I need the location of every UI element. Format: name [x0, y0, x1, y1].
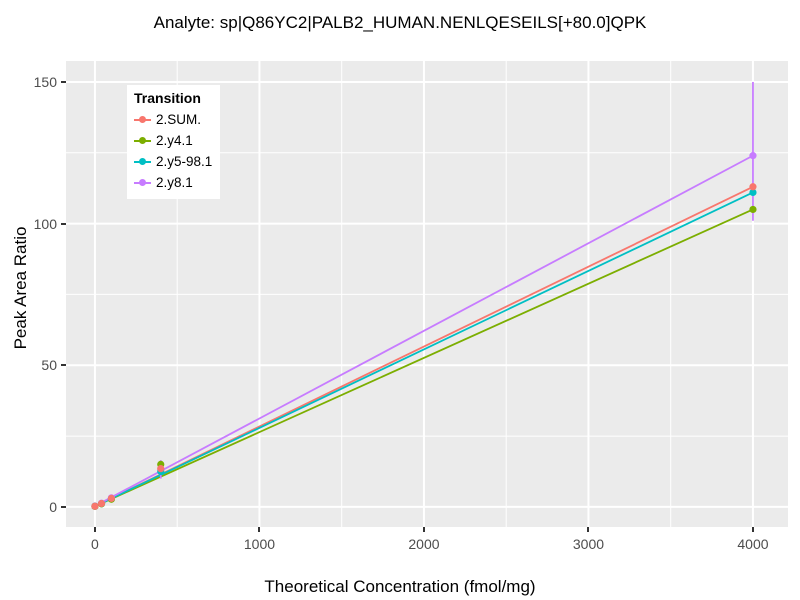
legend-item-label: 2.y5-98.1	[156, 154, 213, 169]
legend-key-dot	[139, 158, 146, 165]
data-point	[749, 205, 757, 214]
legend-key-icon	[134, 176, 151, 190]
plot-canvas	[66, 61, 788, 527]
legend-item: 2.y5-98.1	[134, 151, 212, 172]
x-tick-label: 4000	[737, 536, 769, 552]
y-tick-label: 50	[41, 357, 57, 374]
series-line	[94, 208, 754, 508]
data-point	[107, 494, 116, 502]
data-point	[749, 183, 757, 191]
legend-items: 2.SUM. 2.y4.1 2.y5-98.1 2.y8.1	[134, 109, 212, 193]
y-tick-label: 100	[33, 215, 57, 232]
x-tick-label: 2000	[408, 536, 440, 552]
x-tick-label: 3000	[572, 536, 605, 552]
y-axis-title: Peak Area Ratio	[11, 226, 30, 350]
data-point	[749, 188, 757, 197]
legend-key-icon	[134, 134, 151, 148]
legend-key-icon	[134, 113, 151, 127]
chart-title: Analyte: sp|Q86YC2|PALB2_HUMAN.NENLQESEI…	[153, 13, 647, 32]
x-tick-mark	[422, 527, 425, 532]
y-tick-label: 0	[49, 498, 57, 515]
x-tick-mark	[751, 527, 754, 532]
y-tick-mark	[61, 80, 66, 83]
legend-key-dot	[139, 116, 146, 123]
data-point	[97, 499, 106, 508]
x-tick-mark	[258, 527, 261, 532]
data-point	[749, 152, 757, 160]
legend-item: 2.SUM.	[134, 109, 212, 130]
legend-item-label: 2.SUM.	[156, 112, 202, 127]
y-tick-mark	[61, 222, 66, 225]
series-line	[94, 191, 754, 508]
legend-title: Transition	[134, 90, 201, 106]
data-point	[91, 502, 99, 510]
legend-key-dot	[139, 179, 146, 186]
x-axis-title: Theoretical Concentration (fmol/mg)	[264, 577, 536, 596]
y-tick-label: 150	[33, 73, 57, 90]
x-tick-mark	[93, 527, 96, 532]
x-tick-label: 1000	[243, 536, 276, 552]
legend: Transition 2.SUM. 2.y4.1 2.y5-98.1 2.y8.1	[127, 85, 221, 199]
legend-item-label: 2.y8.1	[156, 175, 193, 190]
legend-key-icon	[134, 155, 151, 169]
series-line	[94, 154, 754, 507]
y-tick-mark	[61, 364, 66, 367]
legend-item-label: 2.y4.1	[156, 133, 193, 148]
legend-item: 2.y8.1	[134, 172, 212, 193]
y-tick-mark	[61, 505, 66, 508]
x-tick-label: 0	[91, 536, 99, 552]
data-point	[157, 465, 165, 473]
legend-item: 2.y4.1	[134, 130, 212, 151]
legend-key-dot	[139, 137, 146, 144]
x-tick-mark	[587, 527, 590, 532]
